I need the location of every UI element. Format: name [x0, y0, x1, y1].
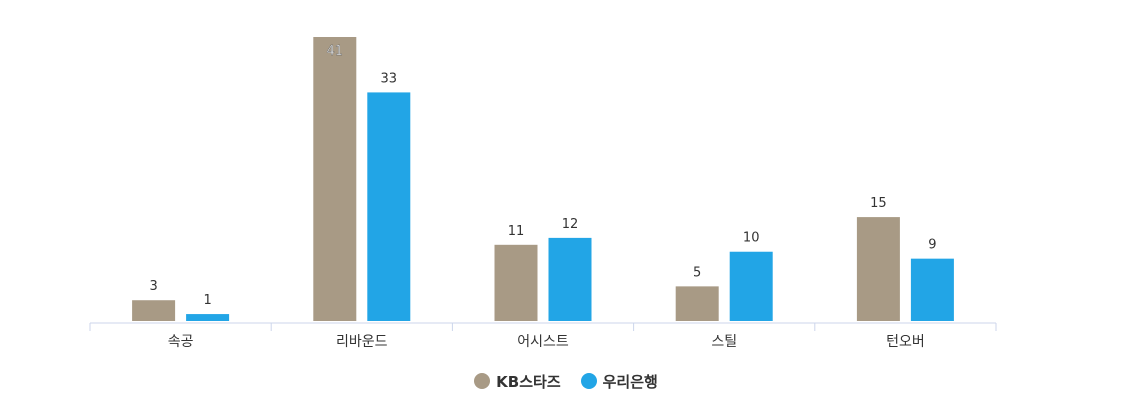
data-label: 12	[562, 217, 579, 232]
data-label: 33	[381, 71, 398, 86]
legend-swatch-kb	[474, 373, 491, 389]
data-label: 11	[508, 224, 525, 239]
bar-kb	[132, 300, 176, 321]
legend-label-woori: 우리은행	[602, 372, 658, 391]
x-tick-label: 턴오버	[886, 334, 925, 350]
legend-label-kb: KB스타즈	[496, 372, 561, 391]
data-label: 5	[693, 265, 701, 280]
bar-kb	[313, 37, 357, 321]
data-label: 9	[928, 238, 936, 253]
x-tick-label: 속공	[168, 334, 194, 350]
x-tick-label: 어시스트	[517, 334, 569, 350]
bar-kb	[856, 217, 900, 321]
bar-kb	[675, 286, 719, 321]
data-label: 15	[870, 196, 887, 211]
legend-swatch-woori	[580, 373, 597, 389]
bar-woori	[367, 92, 411, 321]
data-label: 3	[149, 279, 157, 294]
x-tick-label: 스틸	[711, 334, 737, 350]
bar-woori	[910, 258, 954, 321]
bar-woori	[548, 237, 592, 321]
data-label: 41	[327, 44, 344, 59]
data-label: 1	[203, 293, 211, 308]
legend-item-kb[interactable]: KB스타즈	[474, 371, 561, 392]
x-tick-label: 리바운드	[336, 334, 388, 350]
legend: KB스타즈 우리은행	[0, 368, 1132, 394]
data-label: 10	[743, 231, 760, 246]
bar-woori	[186, 314, 230, 321]
bar-kb	[494, 244, 538, 321]
legend-item-woori[interactable]: 우리은행	[580, 371, 658, 392]
bar-woori	[729, 251, 773, 321]
